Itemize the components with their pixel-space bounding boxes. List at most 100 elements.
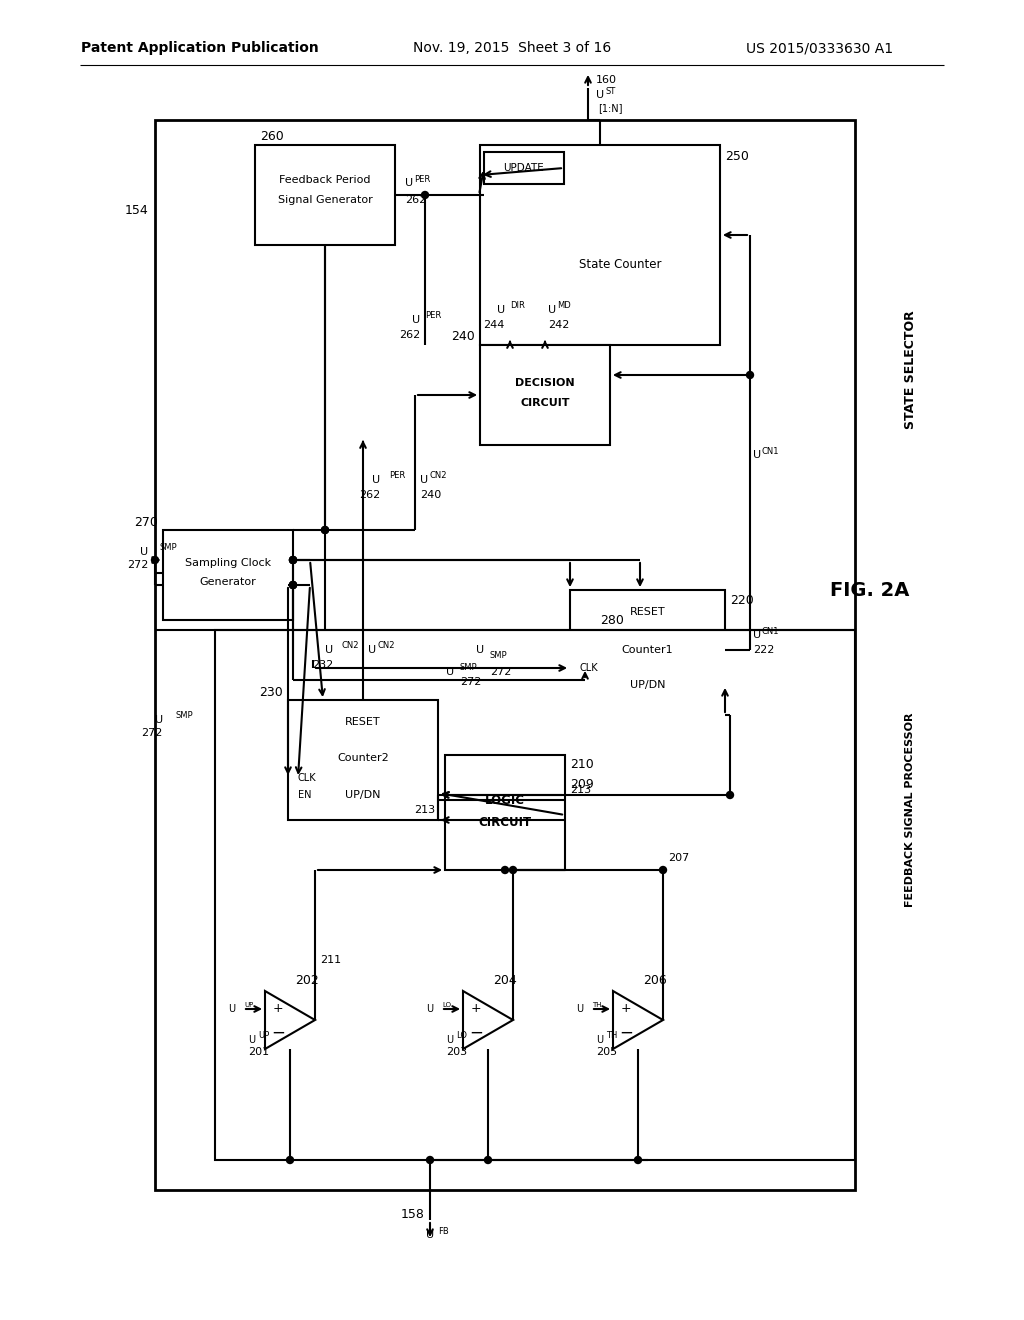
Text: 272: 272 bbox=[490, 667, 511, 677]
Text: Feedback Period: Feedback Period bbox=[280, 176, 371, 185]
Text: 201: 201 bbox=[248, 1047, 269, 1057]
Text: 272: 272 bbox=[141, 729, 163, 738]
Text: 205: 205 bbox=[596, 1047, 617, 1057]
Text: U: U bbox=[596, 1035, 603, 1045]
Text: −: − bbox=[271, 1024, 285, 1041]
Text: 230: 230 bbox=[259, 685, 283, 698]
Text: TH: TH bbox=[606, 1031, 617, 1040]
Bar bbox=[484, 152, 564, 183]
Text: +: + bbox=[471, 1002, 481, 1015]
Text: 204: 204 bbox=[493, 974, 517, 986]
Circle shape bbox=[484, 1156, 492, 1163]
Bar bbox=[445, 755, 565, 870]
Text: 209: 209 bbox=[570, 779, 594, 792]
Circle shape bbox=[422, 191, 428, 198]
Text: CN2: CN2 bbox=[377, 642, 394, 651]
Text: 260: 260 bbox=[260, 131, 284, 144]
Text: U: U bbox=[140, 546, 148, 557]
Text: 272: 272 bbox=[127, 560, 148, 570]
Text: MD: MD bbox=[557, 301, 570, 310]
Circle shape bbox=[510, 866, 516, 874]
Text: [1:N]: [1:N] bbox=[598, 103, 623, 114]
Text: U: U bbox=[420, 475, 428, 484]
Text: 213: 213 bbox=[414, 805, 435, 814]
Text: 160: 160 bbox=[596, 75, 617, 84]
Text: 262: 262 bbox=[358, 490, 380, 500]
Text: DIR: DIR bbox=[510, 301, 525, 310]
Text: U: U bbox=[155, 715, 163, 725]
Text: Generator: Generator bbox=[200, 577, 256, 587]
Text: U: U bbox=[497, 305, 505, 315]
Text: CIRCUIT: CIRCUIT bbox=[478, 817, 531, 829]
Text: 213: 213 bbox=[570, 785, 591, 795]
Circle shape bbox=[290, 557, 297, 564]
Text: 270: 270 bbox=[134, 516, 158, 528]
Text: 210: 210 bbox=[570, 759, 594, 771]
Text: TH: TH bbox=[592, 1002, 601, 1008]
Text: Sampling Clock: Sampling Clock bbox=[185, 558, 271, 568]
Text: U: U bbox=[406, 178, 413, 187]
Text: 206: 206 bbox=[643, 974, 667, 986]
Text: 272: 272 bbox=[460, 677, 481, 686]
Text: U: U bbox=[446, 1035, 454, 1045]
Text: CLK: CLK bbox=[580, 663, 599, 673]
Circle shape bbox=[659, 866, 667, 874]
Text: −: − bbox=[620, 1024, 633, 1041]
Text: UP: UP bbox=[244, 1002, 253, 1008]
Text: 262: 262 bbox=[406, 195, 426, 205]
Text: 220: 220 bbox=[730, 594, 754, 606]
Text: RESET: RESET bbox=[345, 717, 381, 727]
Bar bbox=[480, 345, 610, 445]
Text: SMP: SMP bbox=[490, 652, 508, 660]
Text: 244: 244 bbox=[483, 319, 505, 330]
Text: Counter1: Counter1 bbox=[622, 645, 674, 655]
Circle shape bbox=[635, 1156, 641, 1163]
Text: Signal Generator: Signal Generator bbox=[278, 195, 373, 205]
Text: RESET: RESET bbox=[630, 607, 666, 616]
Text: 207: 207 bbox=[668, 853, 689, 863]
Text: +: + bbox=[272, 1002, 284, 1015]
Text: U: U bbox=[575, 1005, 583, 1014]
Circle shape bbox=[427, 1156, 433, 1163]
Text: U: U bbox=[426, 1230, 434, 1239]
Text: U: U bbox=[325, 645, 333, 655]
Text: 280: 280 bbox=[600, 614, 624, 627]
Text: U: U bbox=[248, 1035, 255, 1045]
Text: U: U bbox=[753, 630, 761, 640]
Text: 240: 240 bbox=[452, 330, 475, 343]
Text: LOGIC: LOGIC bbox=[485, 793, 525, 807]
Text: Nov. 19, 2015  Sheet 3 of 16: Nov. 19, 2015 Sheet 3 of 16 bbox=[413, 41, 611, 55]
Text: CN2: CN2 bbox=[342, 642, 359, 651]
Text: 158: 158 bbox=[401, 1209, 425, 1221]
Text: 250: 250 bbox=[725, 150, 749, 164]
Text: PER: PER bbox=[389, 471, 406, 480]
Circle shape bbox=[290, 557, 297, 564]
Circle shape bbox=[290, 582, 297, 589]
Text: PER: PER bbox=[414, 174, 430, 183]
Text: SMP: SMP bbox=[460, 664, 477, 672]
Text: 242: 242 bbox=[548, 319, 569, 330]
Text: PER: PER bbox=[425, 312, 441, 321]
Text: FIG. 2A: FIG. 2A bbox=[830, 581, 909, 599]
Text: UP/DN: UP/DN bbox=[630, 680, 666, 690]
Text: 211: 211 bbox=[319, 954, 341, 965]
Bar bbox=[215, 630, 855, 1160]
Text: LO: LO bbox=[442, 1002, 451, 1008]
Text: UP/DN: UP/DN bbox=[345, 789, 381, 800]
Text: SMP: SMP bbox=[175, 711, 193, 721]
Text: CLK: CLK bbox=[298, 774, 316, 783]
Text: 203: 203 bbox=[446, 1047, 467, 1057]
Text: U: U bbox=[548, 305, 556, 315]
Text: LO: LO bbox=[456, 1031, 467, 1040]
Circle shape bbox=[502, 866, 509, 874]
Text: 262: 262 bbox=[398, 330, 420, 341]
Text: State Counter: State Counter bbox=[579, 259, 662, 272]
Bar bbox=[570, 590, 725, 710]
Text: ST: ST bbox=[606, 87, 616, 95]
Text: +: + bbox=[621, 1002, 632, 1015]
Text: CIRCUIT: CIRCUIT bbox=[520, 399, 569, 408]
Text: CN1: CN1 bbox=[762, 446, 779, 455]
Circle shape bbox=[322, 527, 329, 533]
Circle shape bbox=[726, 792, 733, 799]
Text: STATE SELECTOR: STATE SELECTOR bbox=[903, 310, 916, 429]
